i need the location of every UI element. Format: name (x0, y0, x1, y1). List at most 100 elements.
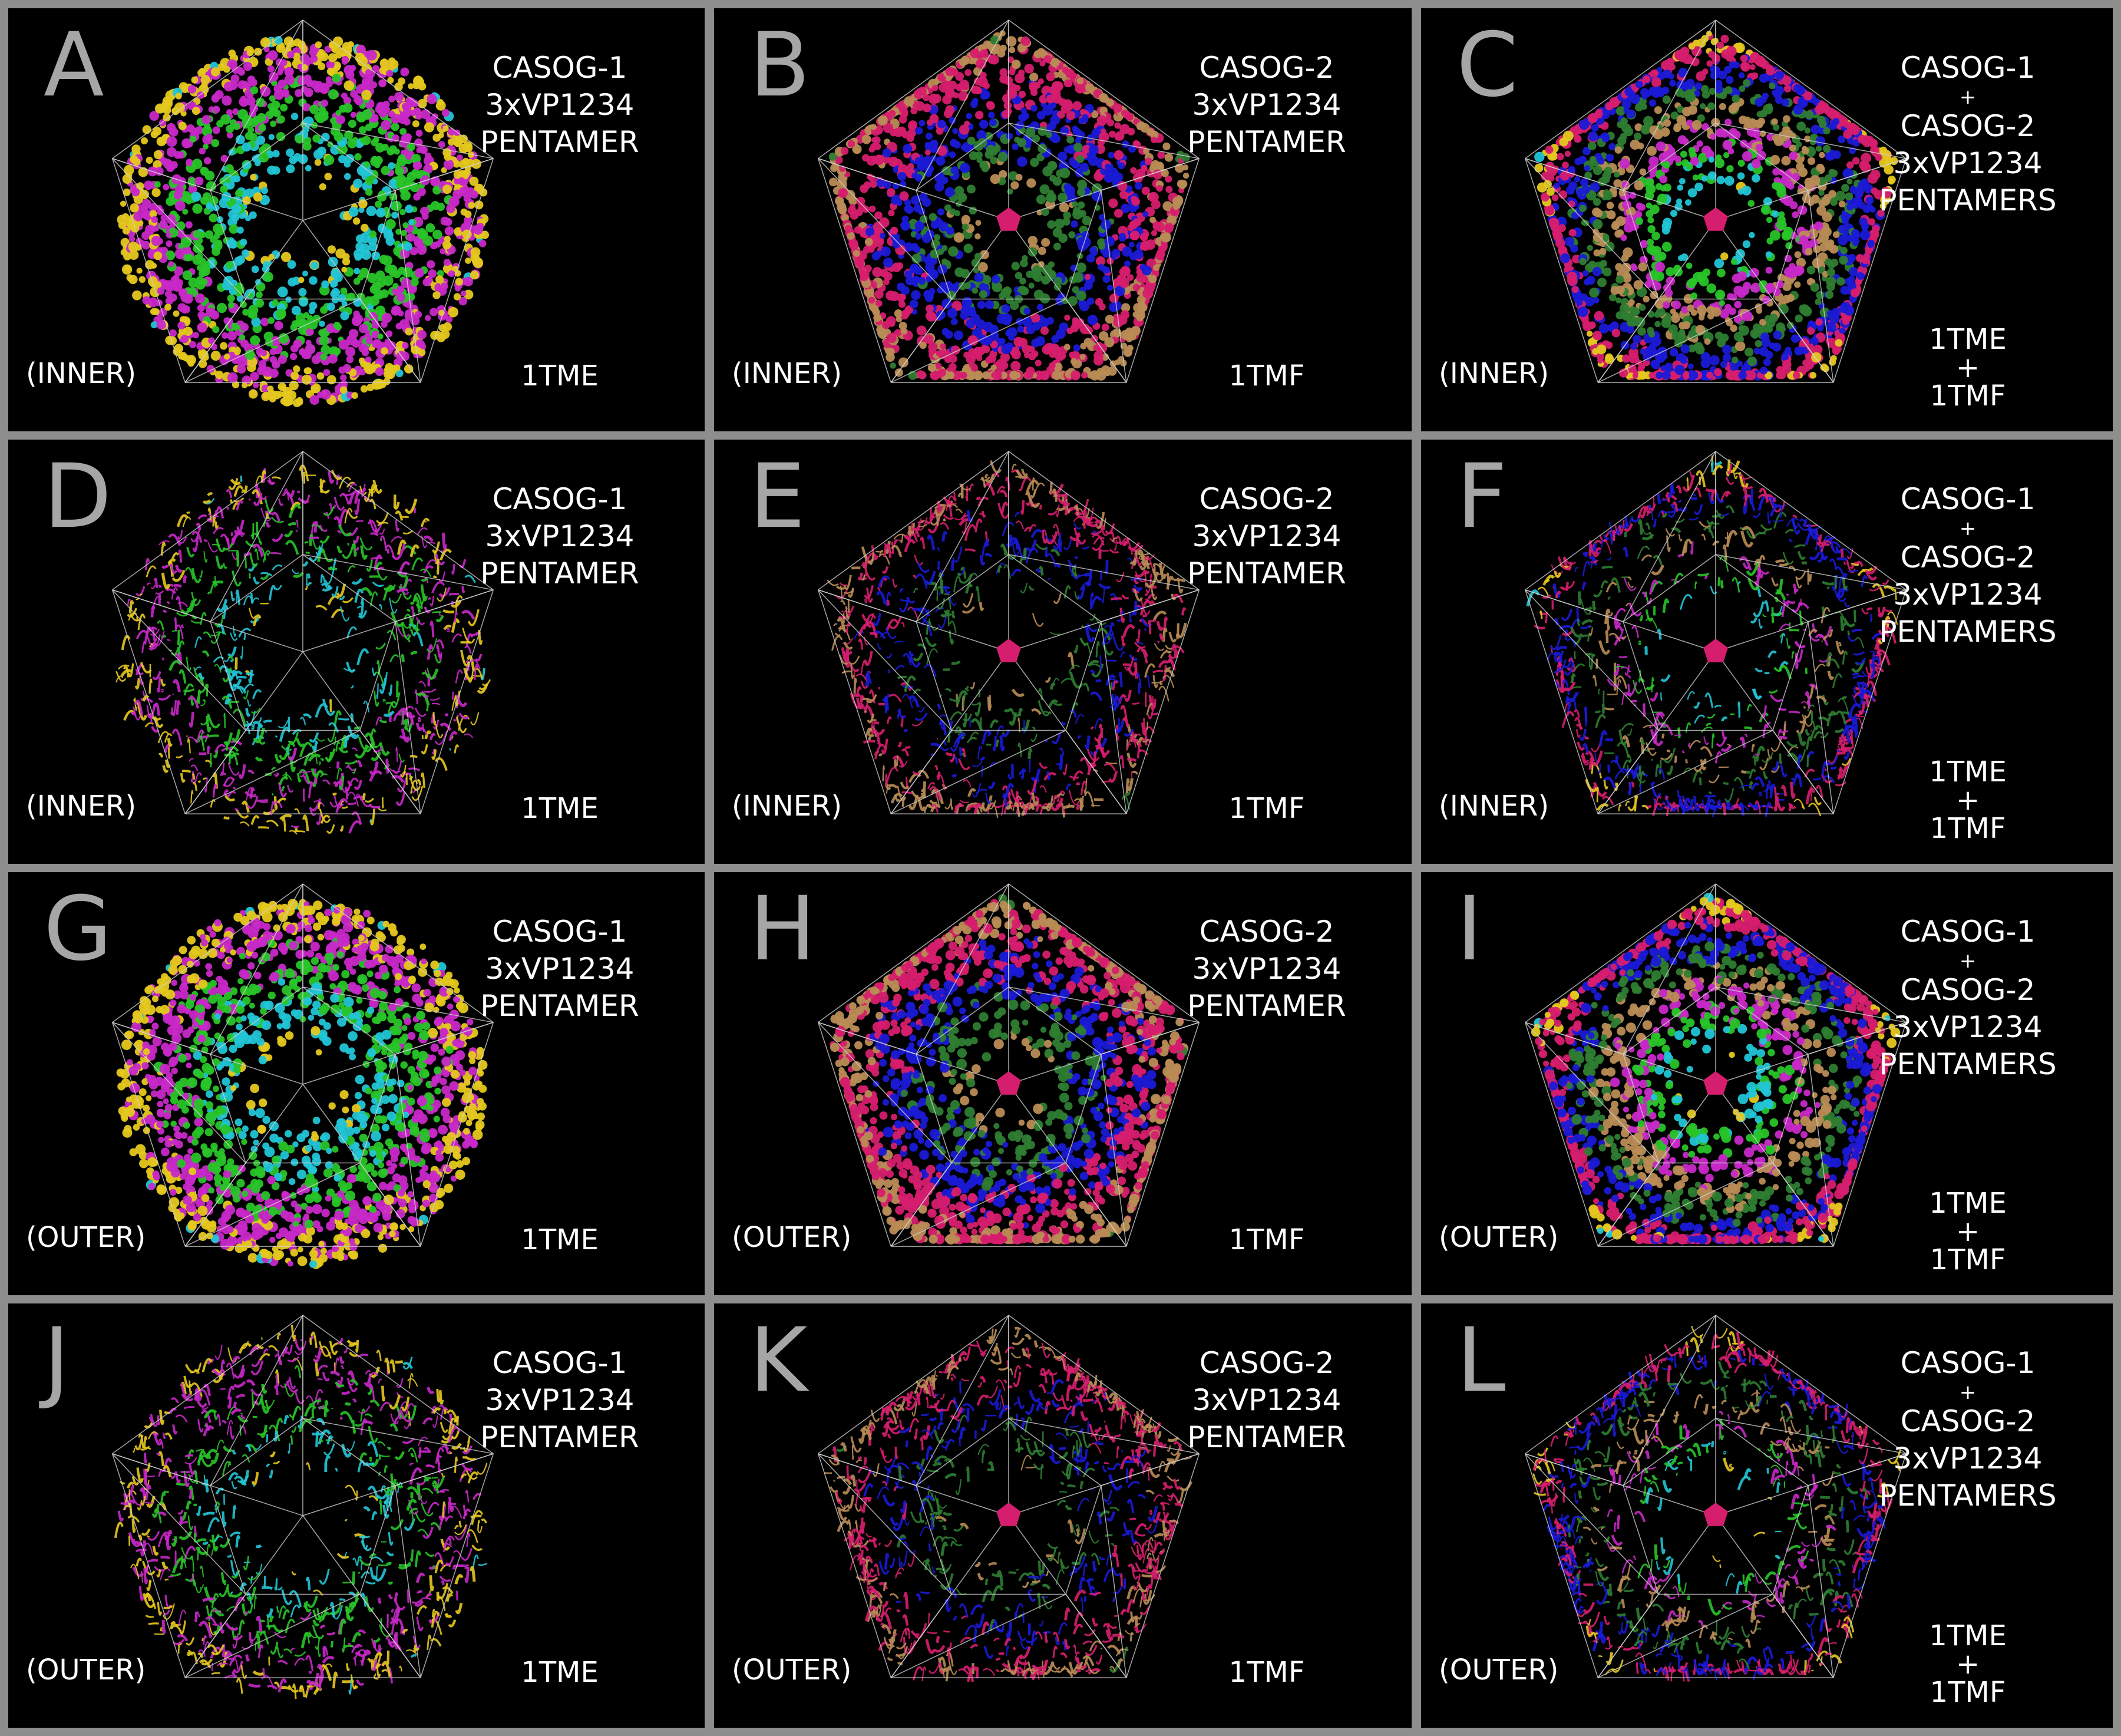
title-line: CASOG-1 (1900, 915, 2036, 949)
panel-letter: A (44, 14, 104, 117)
title-line: CASOG-2 (1900, 540, 2036, 575)
pdb-line: 1TMF (1228, 1223, 1305, 1256)
title-line: CASOG-2 (1900, 1404, 2036, 1438)
pentamer-structure (828, 30, 1190, 381)
view-side-label: (OUTER) (1439, 1221, 1559, 1254)
panel-letter: D (44, 445, 112, 548)
molecule-render (111, 19, 494, 407)
panel-d: D CASOG-1 3xVP1234 PENTAMER (INNER) 1TME (8, 440, 705, 864)
pdb-id-label: 1TMF (1143, 1658, 1390, 1687)
pdb-id-label: 1TME +1TMF (1844, 1189, 2092, 1274)
panel-letter: F (1456, 445, 1508, 548)
pdb-id-label: 1TME +1TMF (1844, 1622, 2092, 1707)
pdb-line: 1TMF (1228, 792, 1305, 825)
panel-title: CASOG-1 3xVP1234 PENTAMER (436, 913, 683, 1025)
panel-letter: B (749, 14, 810, 117)
title-line: 3xVP1234 (1893, 146, 2043, 180)
pdb-line: 1TME (521, 359, 599, 392)
title-line: 3xVP1234 (1893, 577, 2043, 612)
fivefold-axis-marker (1703, 639, 1728, 662)
title-line: PENTAMER (1187, 125, 1346, 159)
panel-l: L CASOG-1 + CASOG-2 3xVP1234 PENTAMERS (OUTER)… (1421, 1303, 2113, 1728)
panel-title: CASOG-2 3xVP1234 PENTAMER (1143, 481, 1390, 592)
panel-title: CASOG-1 3xVP1234 PENTAMER (436, 481, 683, 592)
panel-title: CASOG-2 3xVP1234 PENTAMER (1143, 1345, 1390, 1456)
panel-letter: E (749, 445, 805, 548)
fivefold-axis-marker (1703, 207, 1728, 231)
title-line: PENTAMERS (1879, 183, 2057, 217)
molecule-render (817, 451, 1200, 818)
title-line: CASOG-1 (1900, 1346, 2036, 1380)
fivefold-axis-marker (1703, 1503, 1728, 1526)
title-line: CASOG-2 (1199, 915, 1334, 949)
panel-g: G CASOG-1 3xVP1234 PENTAMER (OUTER) 1TME (8, 872, 705, 1295)
pentamer-structure (1531, 893, 1901, 1245)
pdb-line: 1TMF (1930, 812, 2006, 845)
pdb-line: + (1955, 351, 1980, 384)
title-line: + (1959, 517, 1977, 540)
view-side-label: (OUTER) (732, 1654, 852, 1687)
panel-letter: C (1456, 14, 1518, 117)
title-line: PENTAMER (480, 1420, 639, 1454)
molecule-render (1524, 883, 1907, 1247)
title-line: CASOG-2 (1199, 1346, 1334, 1380)
pentamer-structure (116, 899, 488, 1269)
title-line: CASOG-1 (492, 482, 627, 516)
pdb-id-label: 1TME +1TMF (1844, 325, 2092, 410)
pdb-line: 1TME (1929, 323, 2007, 356)
title-line: 3xVP1234 (485, 1383, 635, 1417)
icosahedral-frame (817, 451, 1200, 814)
title-line: CASOG-1 (1900, 482, 2036, 516)
title-line: 3xVP1234 (485, 88, 635, 122)
pdb-line: 1TMF (1228, 1656, 1305, 1689)
pdb-line: + (1955, 1215, 1980, 1248)
pdb-id-label: 1TMF (1143, 362, 1390, 390)
pdb-id-label: 1TME +1TMF (1844, 758, 2092, 843)
pdb-id-label: 1TME (436, 794, 683, 823)
pentamer-structure (827, 460, 1187, 818)
molecule-render (1524, 19, 1907, 383)
title-line: 3xVP1234 (1192, 952, 1342, 986)
panel-title: CASOG-1 + CASOG-2 3xVP1234 PENTAMERS (1844, 913, 2092, 1083)
title-line: 3xVP1234 (1192, 1383, 1342, 1417)
pdb-id-label: 1TME (436, 1658, 683, 1687)
title-line: CASOG-1 (492, 1346, 627, 1380)
title-line: PENTAMERS (1879, 1478, 2057, 1513)
pentamer-structure (1532, 1325, 1901, 1682)
pdb-line: 1TMF (1228, 359, 1305, 392)
pdb-line: 1TME (1929, 755, 2007, 788)
view-side-label: (OUTER) (26, 1221, 146, 1254)
pdb-line: + (1955, 784, 1980, 817)
molecule-render (817, 19, 1200, 383)
panel-letter: K (749, 1309, 808, 1412)
title-line: CASOG-1 (1900, 51, 2036, 85)
title-line: 3xVP1234 (1893, 1441, 2043, 1476)
title-line: PENTAMER (480, 556, 639, 590)
icosahedral-frame (111, 451, 494, 814)
view-side-label: (OUTER) (1439, 1654, 1559, 1687)
title-line: 3xVP1234 (1192, 519, 1342, 553)
view-side-label: (INNER) (26, 790, 137, 823)
panel-f: F CASOG-1 + CASOG-2 3xVP1234 PENTAMERS (INNER)… (1421, 440, 2113, 864)
icosahedral-frame (1524, 19, 1907, 383)
panel-k: K CASOG-2 3xVP1234 PENTAMER (OUTER) 1TMF (714, 1303, 1412, 1728)
panel-letter: H (749, 878, 816, 981)
title-line: CASOG-1 (492, 51, 627, 85)
view-side-label: (INNER) (732, 790, 843, 823)
fivefold-axis-marker (996, 1503, 1021, 1526)
title-line: + (1959, 949, 1977, 973)
title-line: CASOG-2 (1199, 482, 1334, 516)
molecule-render (817, 1315, 1200, 1682)
panel-letter: I (1456, 878, 1483, 981)
pdb-line: 1TME (521, 1656, 599, 1689)
pentamer-structure (824, 1326, 1192, 1682)
pdb-line: 1TME (1929, 1619, 2007, 1652)
icosahedral-frame (817, 883, 1200, 1247)
title-line: CASOG-2 (1199, 51, 1334, 85)
pdb-line: + (1955, 1648, 1980, 1681)
icosahedral-frame (111, 19, 494, 383)
panel-a: A CASOG-1 3xVP1234 PENTAMER (INNER) 1TME (8, 8, 705, 431)
panel-letter: G (44, 878, 113, 981)
panel-e: E CASOG-2 3xVP1234 PENTAMER (INNER) 1TMF (714, 440, 1412, 864)
view-side-label: (INNER) (1439, 357, 1550, 390)
